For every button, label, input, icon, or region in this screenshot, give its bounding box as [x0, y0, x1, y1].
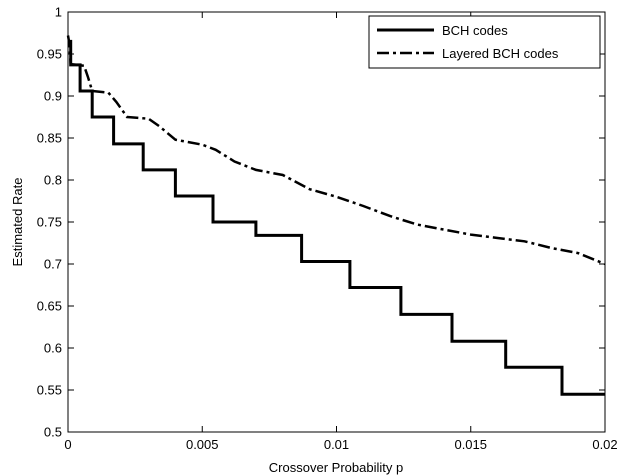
- x-axis-label: Crossover Probability p: [269, 460, 403, 475]
- y-tick-label: 0.8: [44, 173, 62, 188]
- series-line-bch: [68, 39, 605, 396]
- x-tick-label: 0.015: [454, 437, 487, 452]
- legend-label-bch: BCH codes: [442, 23, 508, 38]
- x-tick-label: 0.01: [324, 437, 349, 452]
- legend: BCH codes Layered BCH codes: [368, 15, 601, 69]
- y-tick-label: 0.6: [44, 341, 62, 356]
- y-tick-label: 0.95: [37, 47, 62, 62]
- axis-tick-labels: 0 0.005 0.01 0.015 0.02 0.5 0.55 0.6 0.65 0.7 0.75…: [37, 5, 618, 453]
- y-tick-label: 0.7: [44, 257, 62, 272]
- y-tick-label: 1: [55, 5, 62, 20]
- series-line-layered-bch: [66, 35, 606, 266]
- y-tick-label: 0.55: [37, 383, 62, 398]
- legend-label-layered-bch: Layered BCH codes: [442, 46, 559, 61]
- legend-box: [368, 15, 601, 69]
- y-axis-label: Estimated Rate: [10, 178, 25, 267]
- y-tick-label: 0.5: [44, 425, 62, 440]
- y-tick-label: 0.65: [37, 299, 62, 314]
- axis-ticks: [67, 11, 606, 433]
- x-tick-label: 0.02: [592, 437, 617, 452]
- y-tick-label: 0.75: [37, 215, 62, 230]
- y-tick-label: 0.85: [37, 131, 62, 146]
- series-layer: [66, 35, 606, 396]
- x-tick-label: 0: [64, 437, 71, 452]
- plot-area: [67, 11, 606, 433]
- x-tick-label: 0.005: [186, 437, 219, 452]
- y-tick-label: 0.9: [44, 89, 62, 104]
